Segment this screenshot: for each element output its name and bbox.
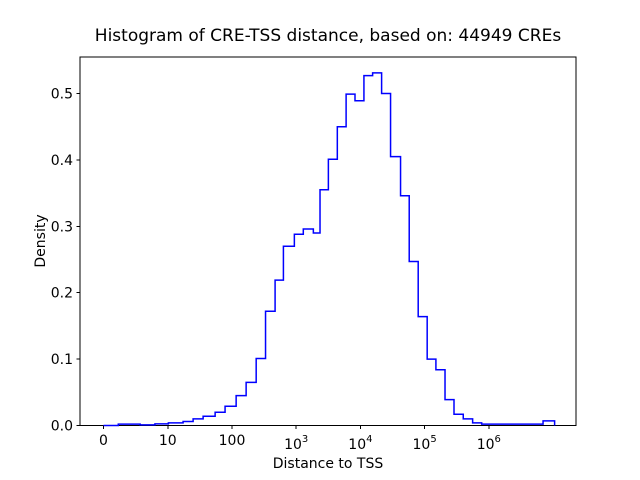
y-tick-label: 0.5 [51,87,73,103]
histogram-step-line [103,72,556,427]
axes-box [79,56,577,426]
y-tick-label: 0.4 [51,153,73,169]
y-tick-label: 0.0 [51,419,73,435]
x-tick-label: 106 [477,434,501,453]
x-tick-label: 0 [99,433,108,449]
x-tick-label: 103 [284,434,308,453]
y-tick-label: 0.2 [51,286,73,302]
x-tick-label: 105 [412,434,436,453]
y-tick-label: 0.1 [51,352,73,368]
x-tick-label: 100 [219,433,246,449]
x-axis-label: Distance to TSS [272,456,384,472]
y-tick-label: 0.3 [51,219,73,235]
chart-title: Histogram of CRE-TSS distance, based on:… [94,26,562,46]
x-tick-label: 10 [159,433,177,449]
x-tick-label: 104 [348,434,372,453]
